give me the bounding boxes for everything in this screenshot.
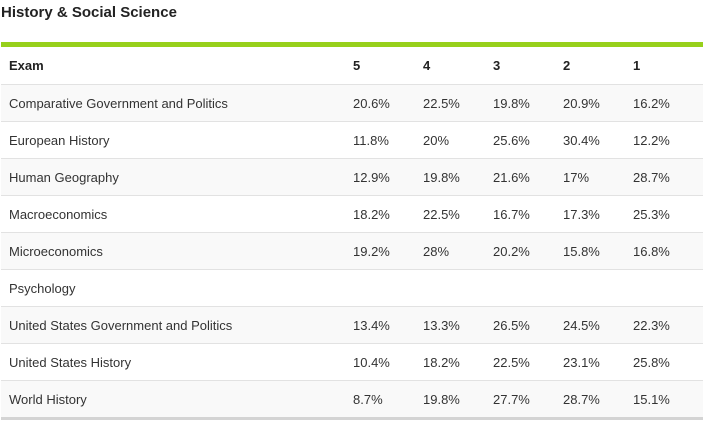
table-row: United States Government and Politics 13.… [1,307,703,344]
header-score-4: 4 [423,58,431,73]
score-1-cell: 25.3% [633,206,670,222]
score-5-cell: 10.4% [353,354,390,370]
score-2-cell: 30.4% [563,132,600,148]
score-5-cell: 13.4% [353,317,390,333]
table-row: World History 8.7% 19.8% 27.7% 28.7% 15.1% [1,381,703,417]
score-1-cell: 12.2% [633,132,670,148]
section-title: History & Social Science [1,4,177,21]
score-3-cell: 21.6% [493,169,530,185]
header-exam: Exam [9,58,44,73]
score-distribution-table: Exam 5 4 3 2 1 Comparative Government an… [1,42,703,420]
score-4-cell: 19.8% [423,391,460,407]
table-row: Microeconomics 19.2% 28% 20.2% 15.8% 16.8% [1,233,703,270]
score-4-cell: 13.3% [423,317,460,333]
table-row: Human Geography 12.9% 19.8% 21.6% 17% 28.7% [1,159,703,196]
score-3-cell: 19.8% [493,95,530,111]
score-4-cell: 20% [423,132,450,148]
score-5-cell: 20.6% [353,95,390,111]
score-5-cell: 19.2% [353,243,390,259]
score-2-cell: 28.7% [563,391,600,407]
exam-name-cell: United States Government and Politics [9,317,233,333]
score-5-cell: 8.7% [353,391,383,407]
score-2-cell: 24.5% [563,317,600,333]
exam-name-cell: Macroeconomics [9,206,108,222]
exam-name-cell: World History [9,391,87,407]
header-score-3: 3 [493,58,501,73]
score-5-cell: 11.8% [353,132,389,148]
score-4-cell: 18.2% [423,354,460,370]
score-3-cell: 22.5% [493,354,530,370]
score-1-cell: 28.7% [633,169,670,185]
table-body: Comparative Government and Politics 20.6%… [1,85,703,417]
score-2-cell: 17.3% [563,206,600,222]
header-score-1: 1 [633,58,641,73]
exam-name-cell: Psychology [9,280,76,296]
score-4-cell: 28% [423,243,450,259]
score-3-cell: 27.7% [493,391,530,407]
score-2-cell: 15.8% [563,243,600,259]
table-row: Comparative Government and Politics 20.6%… [1,85,703,122]
exam-name-cell: Human Geography [9,169,119,185]
score-1-cell: 22.3% [633,317,670,333]
score-1-cell: 15.1% [633,391,670,407]
score-2-cell: 23.1% [563,354,600,370]
table-header-row: Exam 5 4 3 2 1 [1,47,703,85]
score-2-cell: 20.9% [563,95,600,111]
exam-name-cell: Comparative Government and Politics [9,95,228,111]
score-5-cell: 18.2% [353,206,390,222]
table-row: Psychology [1,270,703,307]
table-row: United States History 10.4% 18.2% 22.5% 23.1… [1,344,703,381]
header-score-2: 2 [563,58,571,73]
score-1-cell: 16.2% [633,95,670,111]
score-5-cell: 12.9% [353,169,390,185]
score-1-cell: 25.8% [633,354,670,370]
score-4-cell: 22.5% [423,206,460,222]
table-row: Macroeconomics 18.2% 22.5% 16.7% 17.3% 25.3% [1,196,703,233]
score-4-cell: 22.5% [423,95,460,111]
score-3-cell: 26.5% [493,317,530,333]
score-2-cell: 17% [563,169,590,185]
exam-name-cell: United States History [9,354,132,370]
score-3-cell: 25.6% [493,132,530,148]
score-3-cell: 20.2% [493,243,530,259]
header-score-5: 5 [353,58,361,73]
exam-name-cell: Microeconomics [9,243,103,259]
score-3-cell: 16.7% [493,206,530,222]
table-row: European History 11.8% 20% 25.6% 30.4% 12.2% [1,122,703,159]
exam-name-cell: European History [9,132,110,148]
score-4-cell: 19.8% [423,169,460,185]
score-1-cell: 16.8% [633,243,670,259]
